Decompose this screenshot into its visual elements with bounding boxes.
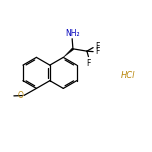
Polygon shape	[63, 48, 74, 57]
Text: O: O	[17, 91, 23, 100]
Text: HCl: HCl	[121, 71, 135, 81]
Text: F: F	[87, 59, 91, 68]
Text: NH₂: NH₂	[66, 29, 80, 38]
Text: F: F	[95, 42, 99, 51]
Text: F: F	[95, 47, 99, 56]
